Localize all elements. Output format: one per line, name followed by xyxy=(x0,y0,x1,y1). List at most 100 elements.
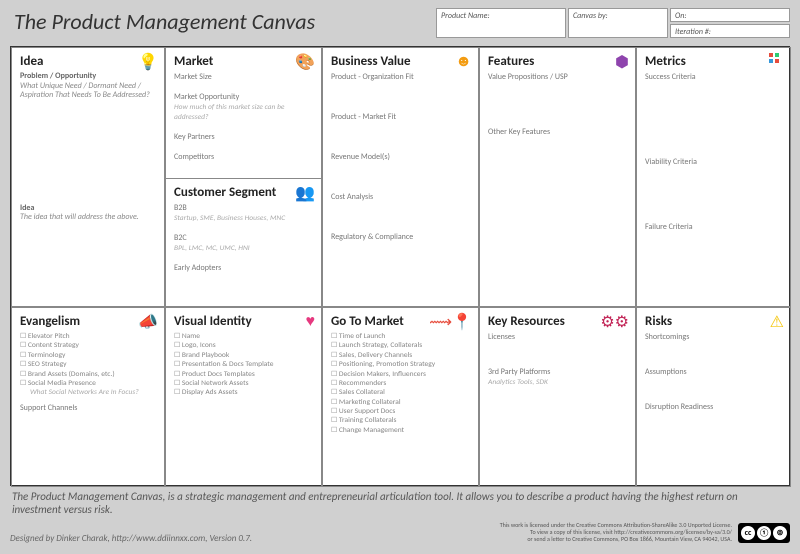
list-item: Product - Organization Fit xyxy=(331,72,470,82)
iteration-field[interactable]: Iteration #: xyxy=(670,24,790,38)
market-title: Market xyxy=(174,54,313,69)
header: The Product Management Canvas Product Na… xyxy=(10,8,790,46)
evangelism-list: Elevator PitchContent StrategyTerminolog… xyxy=(20,332,156,388)
features-title: Features xyxy=(488,54,627,69)
list-item: Name xyxy=(174,332,313,341)
risks-title: Risks xyxy=(645,314,782,329)
metrics-failure: Failure Criteria xyxy=(645,222,782,232)
list-item: Marketing Collateral xyxy=(331,398,470,407)
list-item: User Support Docs xyxy=(331,407,470,416)
evangelism-support: Support Channels xyxy=(20,403,156,413)
list-item: Product Docs Templates xyxy=(174,370,313,379)
features-other: Other Key Features xyxy=(488,127,627,137)
risks-short: Shortcomings xyxy=(645,332,782,342)
list-item: SEO Strategy xyxy=(20,360,156,369)
cube-icon: ⬢ xyxy=(615,52,629,72)
credits-row: Designed by Dinker Charak, http://www.dd… xyxy=(10,516,790,544)
list-item: Logo, Icons xyxy=(174,341,313,350)
designed-by: Designed by Dinker Charak, http://www.dd… xyxy=(10,533,252,544)
list-item: Sales Collateral xyxy=(331,388,470,397)
location-route-icon: ⟿📍 xyxy=(429,312,472,332)
market-customer-cell: Market 🎨 Market Size Market OpportunityH… xyxy=(165,47,322,307)
market-opp: Market Opportunity xyxy=(174,92,313,102)
visual-title: Visual Identity xyxy=(174,314,313,329)
heart-icon: ♥ xyxy=(306,312,316,331)
people-icon: 👥 xyxy=(295,183,315,203)
bizval-title: Business Value xyxy=(331,54,470,69)
list-item: Brand Playbook xyxy=(174,351,313,360)
features-cell: Features ⬢ Value Propositions / USP Othe… xyxy=(479,47,636,307)
risks-cell: Risks ⚠ Shortcomings Assumptions Disrupt… xyxy=(636,307,791,487)
product-name-field[interactable]: Product Name: xyxy=(436,8,566,38)
early-adopters: Early Adopters xyxy=(174,263,313,273)
idea-problem-desc: What Unique Need / Dormant Need / Aspira… xyxy=(20,81,150,101)
evangelism-social-desc: What Social Networks Are In Focus? xyxy=(20,388,156,397)
visual-cell: Visual Identity ♥ NameLogo, IconsBrand P… xyxy=(165,307,322,487)
grid-dots-icon xyxy=(768,52,784,73)
list-item: Positioning, Promotion Strategy xyxy=(331,360,470,369)
b2b-label: B2B xyxy=(174,203,313,213)
gears-icon: ⚙⚙ xyxy=(600,312,629,332)
metrics-success: Success Criteria xyxy=(645,72,782,82)
market-competitors: Competitors xyxy=(174,152,313,162)
list-item: Presentation & Docs Template xyxy=(174,360,313,369)
market-cell: Market 🎨 Market Size Market OpportunityH… xyxy=(166,48,321,179)
list-item: Change Management xyxy=(331,426,470,435)
metrics-viability: Viability Criteria xyxy=(645,157,782,167)
market-size: Market Size xyxy=(174,72,313,82)
keyres-3p-label: 3rd Party Platforms xyxy=(488,367,627,377)
list-item: Revenue Model(s) xyxy=(331,152,470,162)
license-block: This work is licensed under the Creative… xyxy=(500,522,790,544)
license-line3: or send a letter to Creative Commons, PO… xyxy=(500,536,732,543)
market-partners: Key Partners xyxy=(174,132,313,142)
idea-idea-desc: The idea that will address the above. xyxy=(20,212,139,222)
canvas-by-field[interactable]: Canvas by: xyxy=(568,8,668,38)
keyres-licenses: Licenses xyxy=(488,332,627,342)
metrics-title: Metrics xyxy=(645,54,782,69)
meta-fields: Product Name: Canvas by: On: Iteration #… xyxy=(436,8,790,38)
features-usp: Value Propositions / USP xyxy=(488,72,627,82)
list-item: Sales, Delivery Channels xyxy=(331,351,470,360)
list-item: Terminology xyxy=(20,351,156,360)
market-opp-desc: How much of this market size can be addr… xyxy=(174,103,285,122)
list-item: Social Media Presence xyxy=(20,379,156,388)
list-item: Regulatory & Compliance xyxy=(331,232,470,242)
idea-cell: Idea 💡 Problem / Opportunity What Unique… xyxy=(11,47,165,307)
risks-disrupt: Disruption Readiness xyxy=(645,402,782,412)
gtm-list: Time of LaunchLaunch Strategy, Collatera… xyxy=(331,332,470,435)
bizval-cell: Business Value ☻ Product - Organization … xyxy=(322,47,479,307)
b2b-desc: Startup, SME, Business Houses, MNC xyxy=(174,214,285,223)
risks-assump: Assumptions xyxy=(645,367,782,377)
customer-title: Customer Segment xyxy=(174,185,313,200)
list-item: Brand Assets (Domains, etc.) xyxy=(20,370,156,379)
b2c-label: B2C xyxy=(174,233,313,243)
gtm-cell: Go To Market ⟿📍 Time of LaunchLaunch Str… xyxy=(322,307,479,487)
keyres-cell: Key Resources ⚙⚙ Licenses 3rd Party Plat… xyxy=(479,307,636,487)
metrics-cell: Metrics Success Criteria Viability Crite… xyxy=(636,47,791,307)
list-item: Launch Strategy, Collaterals xyxy=(331,341,470,350)
list-item: Time of Launch xyxy=(331,332,470,341)
list-item: Elevator Pitch xyxy=(20,332,156,341)
b2c-desc: BPL, LMC, MC, UMC, HNI xyxy=(174,244,250,253)
cc-badge-icon: cc①⊚ xyxy=(738,523,790,543)
list-item: Product - Market Fit xyxy=(331,112,470,122)
list-item: Decision Makers, Influencers xyxy=(331,370,470,379)
list-item: Recommenders xyxy=(331,379,470,388)
canvas-grid: Idea 💡 Problem / Opportunity What Unique… xyxy=(10,46,790,486)
smiley-icon: ☻ xyxy=(455,52,472,71)
customer-cell: Customer Segment 👥 B2BStartup, SME, Busi… xyxy=(166,179,321,306)
footer-description: The Product Management Canvas, is a stra… xyxy=(10,486,790,516)
warning-icon: ⚠ xyxy=(770,312,784,332)
keyres-3p-desc: Analytics Tools, SDK xyxy=(488,378,548,387)
list-item: Cost Analysis xyxy=(331,192,470,202)
on-field[interactable]: On: xyxy=(670,8,790,22)
idea-title: Idea xyxy=(20,54,156,69)
page-title: The Product Management Canvas xyxy=(10,8,436,35)
evangelism-title: Evangelism xyxy=(20,314,156,329)
list-item: Training Collaterals xyxy=(331,416,470,425)
globe-dots-icon: 🎨 xyxy=(295,52,315,72)
megaphone-icon: 📣 xyxy=(138,312,158,332)
visual-list: NameLogo, IconsBrand PlaybookPresentatio… xyxy=(174,332,313,398)
lightbulb-icon: 💡 xyxy=(138,52,158,72)
list-item: Social Network Assets xyxy=(174,379,313,388)
